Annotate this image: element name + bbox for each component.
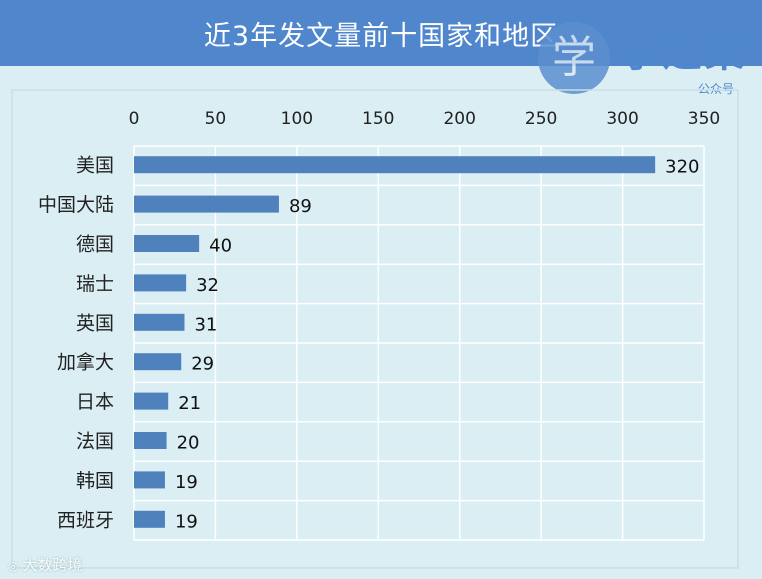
data-label: 32 [196, 275, 219, 296]
bar [134, 235, 200, 252]
bar [134, 471, 165, 489]
brand-name: 学之策 [620, 30, 746, 76]
x-tick-label: 0 [129, 109, 140, 129]
data-label: 89 [289, 196, 312, 217]
data-label: 19 [175, 511, 198, 532]
watermark: ◎ 大数跨境 [8, 554, 83, 575]
bar-chart: 0 50 100 150 200 250 300 350 美国 320 中国大陆 89 德国 40 瑞士 32… [11, 89, 739, 569]
data-label: 21 [178, 393, 201, 414]
category-label: 加拿大 [57, 351, 114, 374]
bar [134, 195, 279, 213]
category-label: 英国 [76, 312, 114, 334]
watermark-text: 大数跨境 [22, 556, 83, 574]
category-label: 瑞士 [76, 273, 114, 295]
category-label: 中国大陆 [38, 194, 114, 216]
bar [134, 510, 165, 528]
category-label: 西班牙 [57, 509, 114, 531]
category-label: 法国 [76, 431, 114, 453]
bar [134, 432, 167, 449]
bar [134, 353, 182, 371]
category-label: 德国 [76, 234, 114, 256]
data-label: 19 [175, 472, 198, 493]
chart-panel: 0 50 100 150 200 250 300 350 美国 320 中国大陆 89 德国 40 瑞士 32… [0, 66, 740, 571]
x-tick-label: 100 [281, 109, 313, 129]
camera-icon: ◎ [8, 559, 19, 573]
x-tick-label: 50 [205, 109, 227, 129]
x-tick-label: 300 [606, 109, 638, 129]
bar [134, 392, 169, 410]
data-label: 31 [194, 314, 217, 335]
category-label: 韩国 [76, 470, 114, 492]
bar [134, 313, 185, 331]
data-label: 20 [177, 433, 200, 454]
logo-icon: 学 [538, 22, 610, 94]
title-bar: 近3年发文量前十国家和地区 [0, 0, 762, 66]
category-label: 日本 [76, 391, 114, 413]
data-label: 29 [191, 354, 214, 375]
bar [134, 274, 187, 292]
x-tick-label: 200 [443, 109, 475, 129]
brand-subtitle: 公众号 [698, 82, 735, 96]
data-label: 320 [665, 157, 699, 178]
bar [134, 156, 656, 174]
x-tick-label: 350 [688, 109, 720, 129]
chart-frame [11, 89, 739, 569]
data-label: 40 [209, 236, 232, 257]
x-tick-label: 150 [362, 109, 394, 129]
category-label: 美国 [76, 155, 114, 177]
x-tick-label: 250 [525, 109, 557, 129]
chart-title: 近3年发文量前十国家和地区 [203, 21, 559, 52]
